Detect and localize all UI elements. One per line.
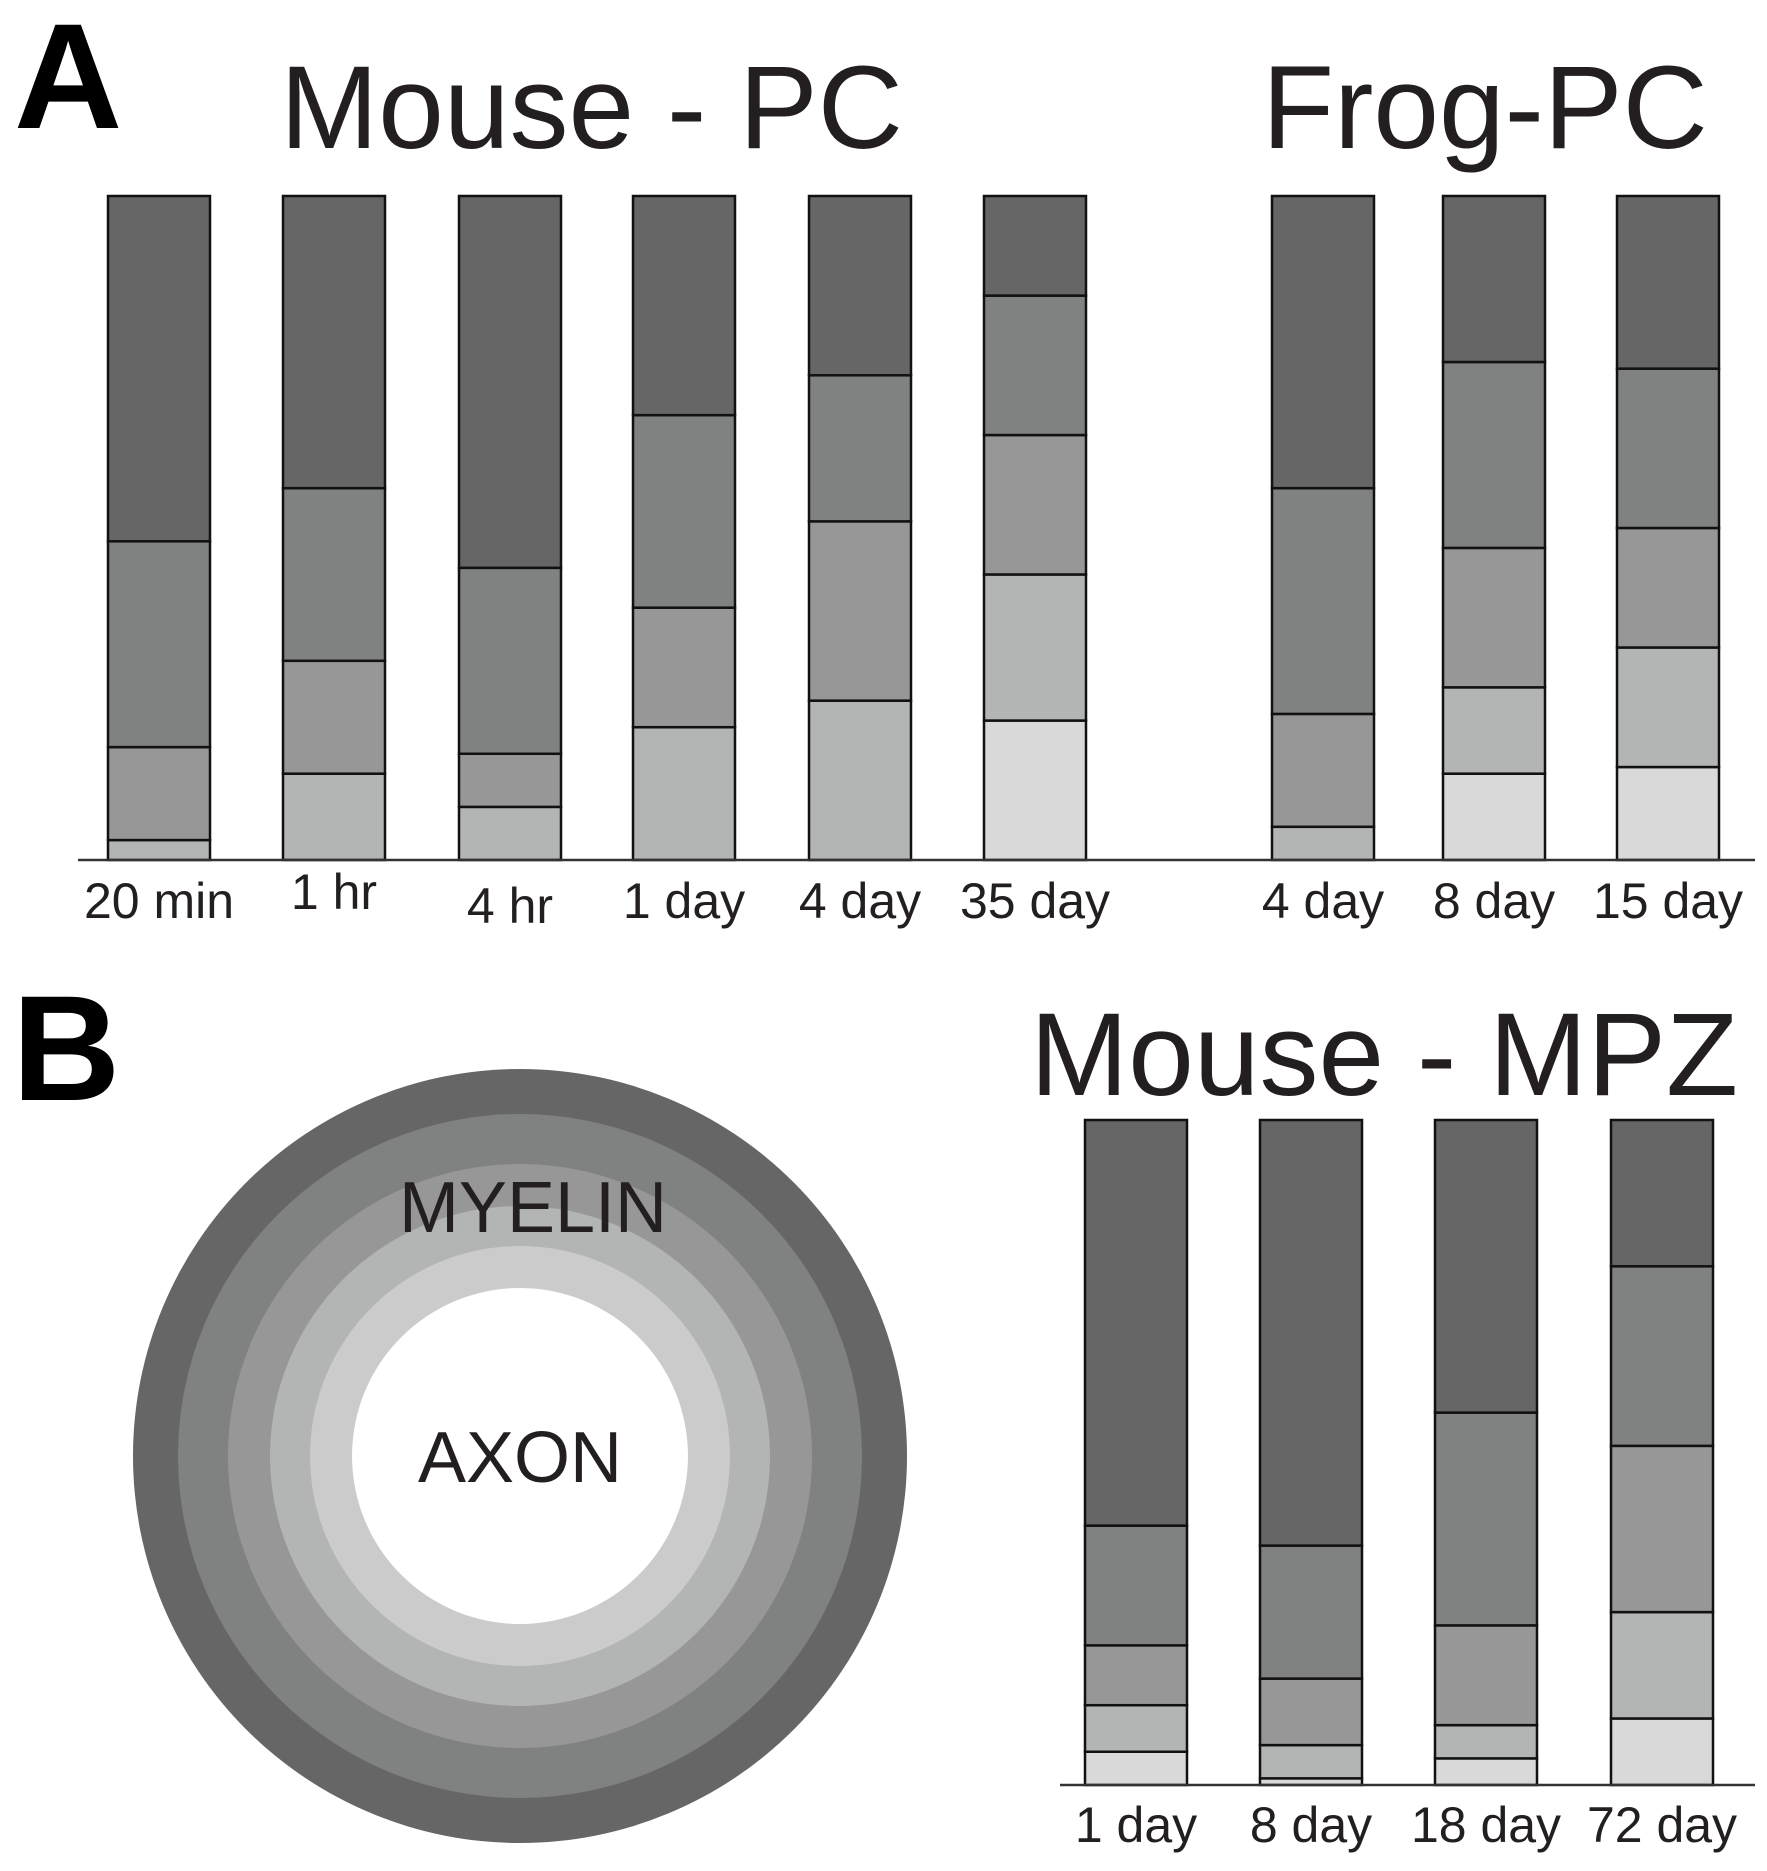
x-tick-label: 8 day <box>1433 873 1555 929</box>
bar-segment <box>807 374 913 523</box>
bar-segment <box>631 194 737 417</box>
bar-segment <box>1083 1644 1189 1707</box>
bar-segment <box>1270 486 1376 716</box>
bar-segment <box>1441 194 1547 364</box>
bar-segment <box>1609 1118 1715 1268</box>
bar-segment <box>1258 1544 1364 1680</box>
bar-segment <box>1615 646 1721 769</box>
chart-mouse-mpz: 1 day 8 day 18 day 72 day <box>1075 1118 1737 1853</box>
bar-segment <box>631 413 737 609</box>
bar-segment <box>281 194 387 490</box>
bar-segment <box>1433 1624 1539 1727</box>
bar-segment <box>1433 1118 1539 1414</box>
bar-segment <box>1083 1750 1189 1787</box>
x-tick-label: 72 day <box>1587 1797 1737 1853</box>
x-tick-label: 15 day <box>1593 873 1743 929</box>
bar-segment <box>1083 1118 1189 1527</box>
bar-segment <box>106 540 212 749</box>
bar-segment <box>807 699 913 862</box>
x-tick-label: 1 day <box>623 873 745 929</box>
bar-segment <box>281 772 387 862</box>
x-tick-label: 8 day <box>1250 1797 1372 1853</box>
chart-title-frog-pc: Frog-PC <box>1262 42 1708 174</box>
x-tick-label: 1 day <box>1075 1797 1197 1853</box>
bar-segment <box>1441 546 1547 689</box>
chart-title-mouse-mpz: Mouse - MPZ <box>1030 989 1738 1121</box>
bar-segment <box>1270 825 1376 862</box>
x-tick-label: 35 day <box>960 873 1110 929</box>
bar-segment <box>1615 765 1721 862</box>
bar-segment <box>1441 772 1547 862</box>
bar-segment <box>631 725 737 862</box>
bar-segment <box>457 566 563 756</box>
bar-segment <box>1609 1610 1715 1720</box>
bar-segment <box>457 194 563 570</box>
bar-segment <box>631 606 737 729</box>
chart-frog-pc: 4 day 8 day 15 day <box>1262 194 1743 929</box>
x-tick-label: 4 day <box>1262 873 1384 929</box>
bar-segment <box>1615 526 1721 649</box>
bar-segment <box>1258 1118 1364 1547</box>
bar-segment <box>106 745 212 842</box>
x-tick-label: 20 min <box>84 873 234 929</box>
myelin-diagram: MYELIN AXON <box>133 1069 907 1843</box>
bar-segment <box>1083 1703 1189 1753</box>
bar-segment <box>1441 686 1547 775</box>
chart-mouse-pc: 20 min 1 hr 4 hr 1 day 4 day 35 day <box>84 194 1110 934</box>
bar-segment <box>1609 1444 1715 1614</box>
bar-segment <box>1441 360 1547 550</box>
bar-segment <box>1258 1743 1364 1780</box>
bar-segment <box>1433 1757 1539 1787</box>
bar-segment <box>1270 712 1376 829</box>
bar-segment <box>1609 1265 1715 1448</box>
bar-segment <box>982 573 1088 722</box>
x-tick-label: 4 day <box>799 873 921 929</box>
x-tick-label: 18 day <box>1411 1797 1561 1853</box>
axon-core <box>352 1288 688 1624</box>
bar-segment <box>982 294 1088 437</box>
bar-segment <box>281 659 387 775</box>
bar-segment <box>1433 1723 1539 1760</box>
bar-segment <box>982 433 1088 576</box>
chart-title-mouse-pc: Mouse - PC <box>280 42 903 174</box>
x-tick-label: 1 hr <box>291 864 377 920</box>
bar-segment <box>106 838 212 862</box>
bar-segment <box>457 805 563 862</box>
bar-segment <box>807 520 913 702</box>
bar-segment <box>457 752 563 809</box>
axon-label: AXON <box>418 1418 622 1498</box>
bar-segment <box>1615 367 1721 530</box>
bar-segment <box>1083 1524 1189 1647</box>
bar-segment <box>281 486 387 663</box>
bar-segment <box>1270 194 1376 490</box>
myelin-label: MYELIN <box>399 1168 667 1248</box>
x-tick-label: 4 hr <box>467 878 553 934</box>
bar-segment <box>982 194 1088 297</box>
bar-segment <box>807 194 913 377</box>
panel-letter-a: A <box>14 0 122 160</box>
bar-segment <box>982 719 1088 862</box>
bar-segment <box>1609 1717 1715 1787</box>
bar-segment <box>106 194 212 543</box>
bar-segment <box>1433 1411 1539 1627</box>
panel-letter-b: B <box>12 964 120 1132</box>
bar-segment <box>1615 194 1721 370</box>
bar-segment <box>1258 1677 1364 1747</box>
